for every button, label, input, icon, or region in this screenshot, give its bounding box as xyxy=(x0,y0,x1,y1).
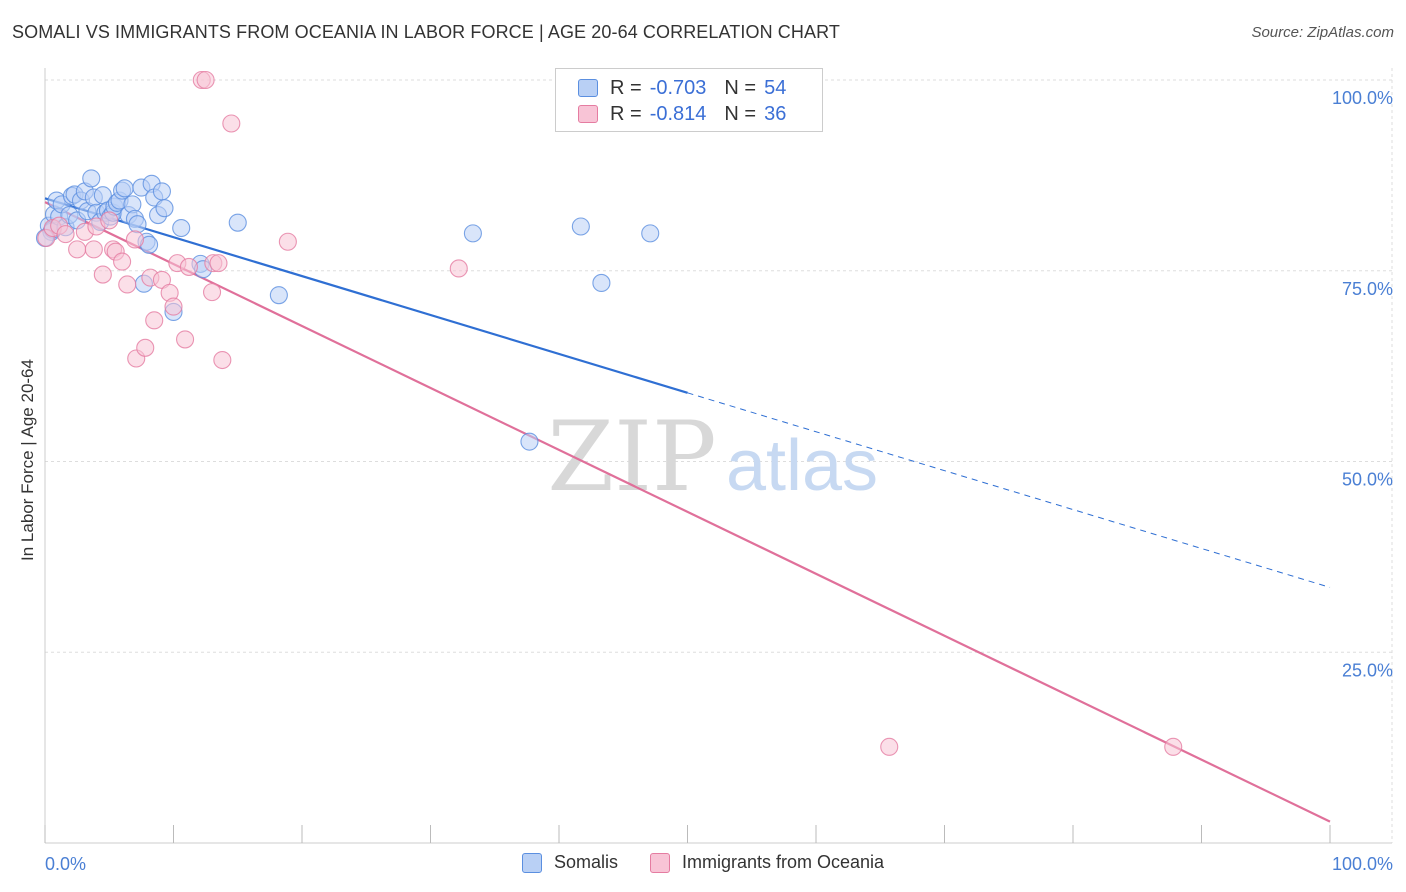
point-oceania xyxy=(93,265,112,284)
point-somalis xyxy=(641,224,660,243)
legend-n-label: N = xyxy=(724,102,757,125)
legend-r-value: -0.703 xyxy=(649,76,707,99)
gridlines xyxy=(45,79,1392,653)
point-somalis xyxy=(571,217,590,236)
x-tick-label: 100.0% xyxy=(1332,854,1393,874)
chart-title: SOMALI VS IMMIGRANTS FROM OCEANIA IN LAB… xyxy=(12,22,840,42)
trendline-oceania xyxy=(44,201,1331,823)
point-oceania xyxy=(196,70,215,90)
legend-swatch-oceania xyxy=(649,852,670,873)
legend-r-label: R = xyxy=(610,76,642,99)
point-somalis xyxy=(520,432,539,451)
legend-label-somalis: Somalis xyxy=(553,852,618,872)
legend-row-oceania: R = -0.814 N = 36 xyxy=(578,102,786,126)
y-tick-labels: 25.0% 50.0% 75.0% 100.0% xyxy=(1332,88,1393,680)
series-legend: Somalis Immigrants from Oceania xyxy=(0,852,1406,873)
point-oceania xyxy=(136,338,155,357)
point-oceania xyxy=(113,252,132,271)
trendline-somalis xyxy=(44,197,688,394)
point-somalis xyxy=(172,218,191,238)
source-label: Source: ZipAtlas.com xyxy=(1251,24,1394,41)
y-tick-label: 100.0% xyxy=(1332,88,1393,108)
legend-r-value: -0.814 xyxy=(649,102,707,125)
y-tick-label: 75.0% xyxy=(1342,279,1393,299)
point-oceania xyxy=(84,240,103,259)
legend-item-oceania: Immigrants from Oceania xyxy=(649,852,885,873)
correlation-legend: R = -0.703 N = 54 R = -0.814 N = 36 xyxy=(555,68,823,132)
legend-n-value: 54 xyxy=(764,76,787,99)
point-oceania xyxy=(179,257,198,276)
point-somalis xyxy=(128,215,147,234)
trendline-somalis-extension xyxy=(687,392,1331,588)
point-somalis xyxy=(228,213,247,232)
legend-swatch-somalis xyxy=(578,79,598,97)
point-oceania xyxy=(145,311,164,330)
legend-swatch-somalis xyxy=(521,852,542,873)
point-somalis xyxy=(269,286,288,305)
point-oceania xyxy=(125,230,144,249)
y-tick-label: 25.0% xyxy=(1342,660,1393,680)
x-tick-label: 0.0% xyxy=(45,854,86,874)
legend-swatch-oceania xyxy=(578,105,598,123)
legend-label-oceania: Immigrants from Oceania xyxy=(681,852,885,872)
point-oceania xyxy=(880,737,899,756)
point-somalis xyxy=(463,224,482,243)
legend-n-value: 36 xyxy=(764,102,787,125)
point-oceania xyxy=(209,254,228,273)
point-somalis xyxy=(152,182,171,201)
point-somalis xyxy=(115,179,134,198)
point-oceania xyxy=(100,211,119,230)
axes xyxy=(44,68,1393,844)
data-points xyxy=(35,70,1183,756)
watermark-atlas: atlas xyxy=(726,426,878,506)
point-somalis xyxy=(82,169,101,188)
point-oceania xyxy=(222,114,241,133)
watermark: ZIP atlas xyxy=(547,401,878,513)
point-oceania xyxy=(56,225,75,244)
legend-row-somalis: R = -0.703 N = 54 xyxy=(578,76,786,100)
point-somalis xyxy=(592,273,611,293)
point-oceania xyxy=(68,240,87,259)
trend-lines xyxy=(44,197,1331,823)
point-oceania xyxy=(203,283,222,302)
point-oceania xyxy=(449,259,468,278)
point-oceania xyxy=(176,330,195,349)
legend-r-label: R = xyxy=(610,102,642,125)
legend-item-somalis: Somalis xyxy=(521,852,618,873)
point-oceania xyxy=(278,232,297,251)
x-tick-labels: 0.0% 100.0% xyxy=(45,854,1393,874)
point-oceania xyxy=(118,275,137,294)
legend-n-label: N = xyxy=(724,76,757,99)
point-oceania xyxy=(213,350,232,370)
point-oceania xyxy=(1164,737,1183,756)
point-oceania xyxy=(164,297,183,316)
point-somalis xyxy=(155,199,174,218)
y-tick-label: 50.0% xyxy=(1342,470,1393,490)
